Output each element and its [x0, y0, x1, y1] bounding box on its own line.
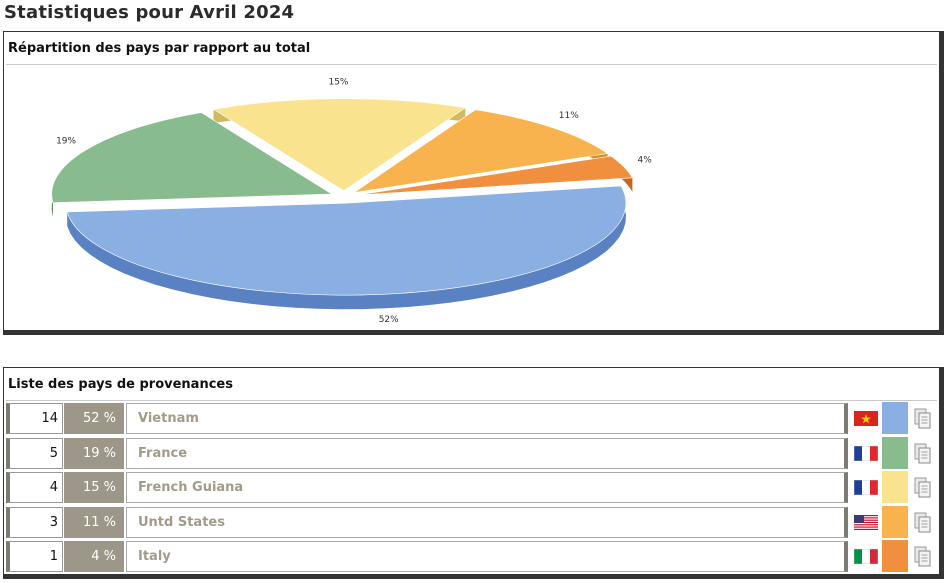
pie-slice-untd-states	[353, 109, 609, 193]
color-swatch	[882, 436, 908, 469]
country-list: 14 52 % Vietnam 5 19 % France 4 15 % French Guia…	[6, 402, 936, 575]
table-row: 4 15 % French Guiana	[6, 471, 936, 506]
pie-label: 4%	[638, 155, 653, 165]
pie-label: 52%	[379, 315, 399, 325]
color-swatch	[882, 471, 908, 503]
italy-flag-icon	[854, 549, 878, 564]
visit-count: 4	[6, 472, 63, 503]
table-row: 3 11 % Untd States	[6, 505, 936, 541]
vietnam-flag-icon	[854, 411, 878, 426]
france-flag-icon	[854, 480, 878, 495]
table-row: 5 19 % France	[6, 436, 936, 472]
color-swatch	[882, 402, 908, 434]
color-swatch	[882, 505, 908, 538]
chart-panel-heading: Répartition des pays par rapport au tota…	[8, 41, 311, 56]
visit-count: 3	[6, 506, 63, 538]
divider	[6, 64, 937, 65]
visit-percent: 4 %	[64, 541, 124, 572]
pie-slice-french-guiana	[212, 98, 467, 192]
table-row: 14 52 % Vietnam	[6, 402, 936, 437]
country-name: French Guiana	[126, 472, 848, 503]
document-icon[interactable]	[914, 443, 932, 465]
page-title: Statistiques pour Avril 2024	[4, 2, 295, 23]
pie-label: 11%	[559, 111, 579, 121]
pie-label: 15%	[328, 78, 348, 88]
pie-slice-italy	[357, 155, 633, 196]
pie-slice-vietnam	[66, 185, 627, 296]
pie-chart: 15% 11% 19% 4% 52%	[51, 78, 653, 325]
country-name: France	[126, 437, 848, 469]
visit-percent: 19 %	[64, 437, 124, 469]
document-icon[interactable]	[914, 408, 932, 430]
visit-count: 1	[6, 541, 63, 572]
france-flag-icon	[854, 445, 878, 461]
country-name: Vietnam	[126, 403, 848, 434]
color-swatch	[882, 540, 908, 572]
chart-panel: Répartition des pays par rapport au tota…	[3, 31, 944, 335]
visit-count: 5	[6, 437, 63, 469]
visit-count: 14	[6, 403, 63, 434]
visit-percent: 11 %	[64, 506, 124, 538]
visit-percent: 15 %	[64, 472, 124, 503]
country-list-panel: Liste des pays de provenances 14 52 % Viet…	[3, 367, 944, 579]
usa-flag-icon	[854, 514, 878, 530]
document-icon[interactable]	[914, 546, 932, 568]
pie-label: 19%	[56, 137, 76, 147]
document-icon[interactable]	[914, 477, 932, 499]
country-name: Untd States	[126, 506, 848, 538]
list-panel-heading: Liste des pays de provenances	[8, 377, 233, 392]
divider	[6, 400, 937, 401]
country-name: Italy	[126, 541, 848, 572]
pie-slice-france	[51, 112, 333, 204]
document-icon[interactable]	[914, 512, 932, 534]
visit-percent: 52 %	[64, 403, 124, 434]
